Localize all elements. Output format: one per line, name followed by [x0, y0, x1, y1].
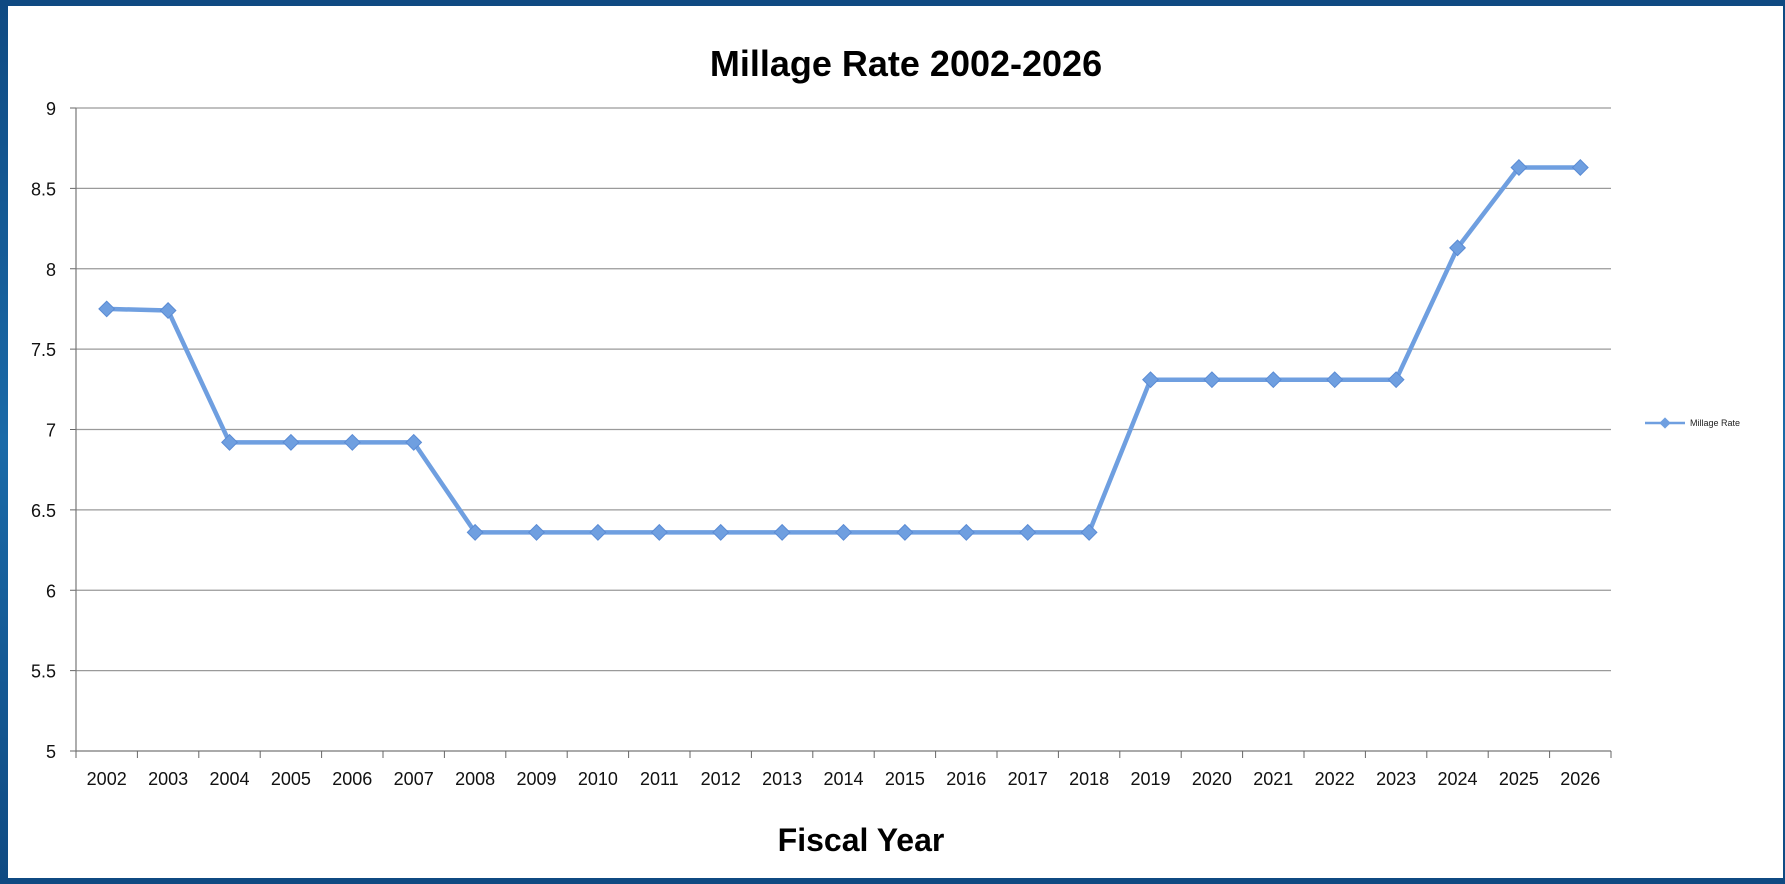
data-point [1510, 158, 1528, 176]
y-tick-label: 8 [46, 260, 56, 280]
data-point [282, 433, 300, 451]
x-tick-label: 2025 [1499, 769, 1539, 789]
y-tick-labels: 5 5.5 6 6.5 7 7.5 8 8.5 9 [31, 99, 56, 762]
x-tick-label: 2024 [1437, 769, 1477, 789]
grid-lines [76, 107, 1611, 672]
data-point [1080, 523, 1098, 541]
data-point [773, 523, 791, 541]
data-point [159, 302, 177, 320]
data-point [1203, 371, 1221, 389]
x-tick-label: 2017 [1008, 769, 1048, 789]
x-tick-label: 2022 [1315, 769, 1355, 789]
data-point [650, 523, 668, 541]
data-point [896, 523, 914, 541]
x-tick-label: 2008 [455, 769, 495, 789]
x-tick-label: 2009 [516, 769, 556, 789]
axes [70, 107, 1612, 758]
x-tick-label: 2004 [209, 769, 249, 789]
y-tick-label: 8.5 [31, 179, 56, 199]
x-tick-label: 2011 [640, 769, 679, 789]
series-line [106, 165, 1581, 535]
x-tick-label: 2021 [1253, 769, 1293, 789]
legend-label: Millage Rate [1690, 418, 1740, 428]
chart-title: Millage Rate 2002-2026 [710, 43, 1102, 84]
y-tick-label: 9 [46, 99, 56, 119]
x-tick-label: 2016 [946, 769, 986, 789]
x-tick-label: 2005 [271, 769, 311, 789]
legend: Millage Rate [1645, 417, 1740, 429]
data-point [1449, 239, 1467, 257]
data-point [712, 523, 730, 541]
x-axis-title: Fiscal Year [778, 822, 945, 858]
data-point [528, 523, 545, 541]
x-tick-label: 2019 [1130, 769, 1170, 789]
data-point [221, 433, 239, 451]
x-tick-label: 2014 [823, 769, 863, 789]
data-point [1019, 523, 1037, 541]
x-tick-label: 2007 [394, 769, 434, 789]
data-point [405, 433, 423, 451]
y-tick-label: 5 [46, 742, 56, 762]
x-tick-label: 2012 [701, 769, 741, 789]
x-tick-label: 2018 [1069, 769, 1109, 789]
x-tick-label: 2015 [885, 769, 925, 789]
data-point [1264, 371, 1282, 389]
x-tick-label: 2006 [332, 769, 372, 789]
data-point [466, 523, 484, 541]
y-tick-label: 6.5 [31, 501, 56, 521]
x-tick-label: 2010 [578, 769, 618, 789]
data-point [1387, 371, 1405, 389]
data-point [1571, 158, 1589, 176]
data-point [835, 523, 852, 541]
data-point [343, 433, 361, 451]
x-tick-label: 2002 [87, 769, 127, 789]
x-tick-labels: 2002 2003 2004 2005 2006 2007 2008 2009 2010 2011… [87, 769, 1601, 789]
x-tick-label: 2023 [1376, 769, 1416, 789]
legend-marker [1659, 417, 1671, 429]
data-point [589, 523, 607, 541]
series-group [98, 158, 1589, 541]
data-point [1142, 371, 1160, 389]
x-tick-label: 2026 [1560, 769, 1600, 789]
y-tick-label: 6 [46, 581, 56, 601]
x-tick-label: 2013 [762, 769, 802, 789]
data-point [957, 523, 975, 541]
data-point [98, 300, 116, 318]
data-point [1326, 371, 1344, 389]
y-tick-label: 7 [46, 421, 56, 441]
y-tick-label: 7.5 [31, 340, 56, 360]
y-tick-label: 5.5 [31, 662, 56, 682]
x-tick-label: 2003 [148, 769, 188, 789]
x-tick-label: 2020 [1192, 769, 1232, 789]
